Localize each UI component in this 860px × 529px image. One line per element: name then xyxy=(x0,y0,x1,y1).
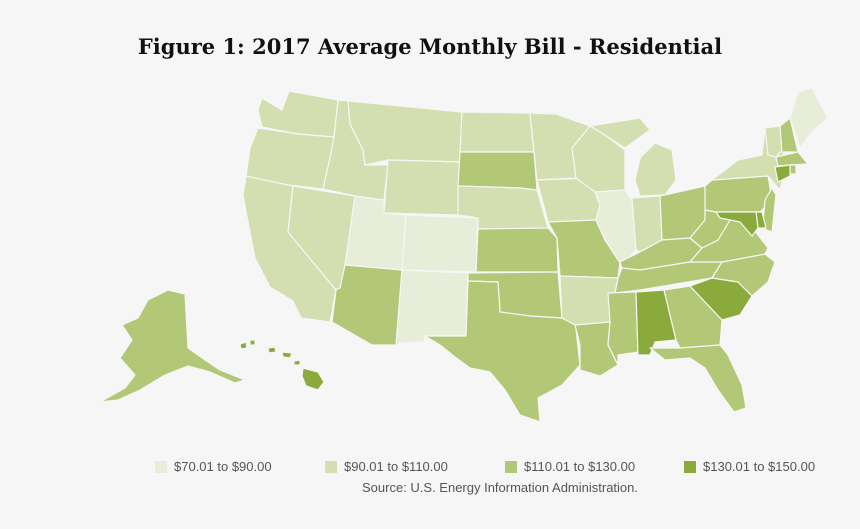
legend-item-1: $70.01 to $90.00 xyxy=(155,459,272,474)
legend-swatch-1 xyxy=(155,460,167,473)
legend-item-3: $110.01 to $130.00 xyxy=(505,459,635,474)
legend-label-1: $70.01 to $90.00 xyxy=(174,459,272,474)
state-fl[interactable] xyxy=(649,344,747,413)
state-ma[interactable] xyxy=(775,151,809,167)
legend-label-4: $130.01 to $150.00 xyxy=(703,459,816,474)
state-wy[interactable] xyxy=(383,159,461,216)
state-az[interactable] xyxy=(331,264,403,346)
state-vt[interactable] xyxy=(764,125,783,158)
state-hi[interactable] xyxy=(239,339,325,391)
map-title: Figure 1: 2017 Average Monthly Bill - Re… xyxy=(137,34,723,59)
state-mt[interactable] xyxy=(347,100,463,166)
state-me[interactable] xyxy=(789,87,829,149)
legend-label-3: $110.01 to $130.00 xyxy=(524,459,636,474)
legend: $70.01 to $90.00 $90.01 to $110.00 $110.… xyxy=(0,459,860,479)
state-ct[interactable] xyxy=(774,164,791,183)
state-md[interactable] xyxy=(715,211,759,237)
state-mi[interactable] xyxy=(589,117,677,197)
legend-item-2: $90.01 to $110.00 xyxy=(325,459,448,474)
legend-label-2: $90.01 to $110.00 xyxy=(344,459,448,474)
state-pa[interactable] xyxy=(704,175,773,213)
source-note: Source: U.S. Energy Information Administ… xyxy=(361,480,638,495)
state-nm[interactable] xyxy=(395,269,469,346)
state-nd[interactable] xyxy=(459,111,535,153)
state-ms[interactable] xyxy=(607,291,639,366)
state-sd[interactable] xyxy=(457,151,538,191)
state-co[interactable] xyxy=(401,214,479,273)
legend-item-4: $130.01 to $150.00 xyxy=(684,459,815,474)
state-nj[interactable] xyxy=(761,187,777,233)
state-ak[interactable] xyxy=(99,289,246,403)
state-ks[interactable] xyxy=(475,227,559,273)
legend-swatch-4 xyxy=(684,460,696,473)
legend-swatch-2 xyxy=(325,460,337,473)
state-tx[interactable] xyxy=(424,280,581,423)
state-ri[interactable] xyxy=(789,164,797,175)
legend-swatch-3 xyxy=(505,460,517,473)
